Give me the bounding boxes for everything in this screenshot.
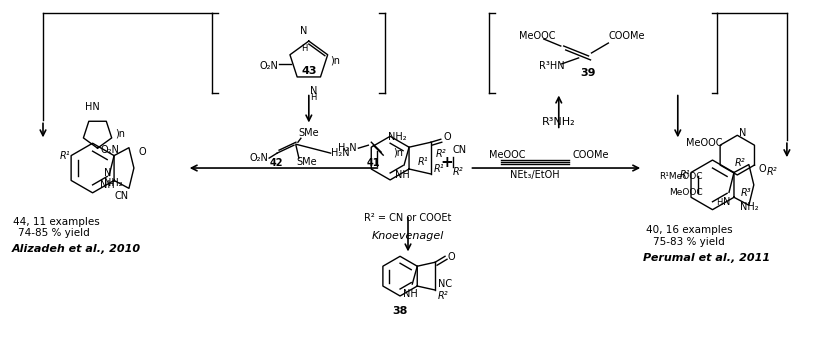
- Text: H: H: [716, 198, 722, 207]
- Text: O₂N: O₂N: [100, 145, 119, 155]
- Text: R²: R²: [766, 167, 777, 177]
- Text: O: O: [759, 164, 766, 174]
- Text: R¹: R¹: [434, 164, 444, 174]
- Text: SMe: SMe: [298, 128, 319, 138]
- Text: MeOOC: MeOOC: [669, 188, 703, 197]
- Text: R¹: R¹: [680, 170, 690, 180]
- Text: H₂N: H₂N: [337, 143, 356, 153]
- Text: SMe: SMe: [296, 157, 316, 167]
- Text: H: H: [301, 44, 307, 53]
- Text: )n: )n: [393, 147, 403, 157]
- Text: MeOOC: MeOOC: [686, 138, 722, 148]
- Text: H: H: [310, 93, 317, 102]
- Text: 40, 16 examples: 40, 16 examples: [646, 224, 733, 235]
- Text: R³NH₂: R³NH₂: [542, 117, 576, 128]
- Text: NH₂: NH₂: [740, 202, 759, 212]
- Text: N: N: [723, 197, 730, 207]
- Text: NEt₃/EtOH: NEt₃/EtOH: [510, 170, 560, 180]
- Text: CN: CN: [453, 145, 467, 155]
- Text: CN: CN: [114, 191, 128, 201]
- Text: Knoevenagel: Knoevenagel: [372, 232, 444, 241]
- Text: )n: )n: [115, 128, 125, 138]
- Text: N: N: [300, 26, 307, 36]
- Text: R²: R²: [438, 291, 449, 301]
- Text: O: O: [444, 132, 451, 142]
- Text: NC: NC: [438, 279, 452, 289]
- Text: N: N: [105, 168, 112, 178]
- Text: 44, 11 examples: 44, 11 examples: [13, 217, 100, 226]
- Text: )n: )n: [331, 56, 341, 66]
- Text: HN: HN: [85, 103, 100, 113]
- Text: R²: R²: [435, 149, 446, 159]
- Text: 38: 38: [392, 306, 408, 316]
- Text: R¹: R¹: [418, 157, 429, 167]
- Text: Perumal et al., 2011: Perumal et al., 2011: [643, 253, 770, 263]
- Text: NH₂: NH₂: [388, 132, 407, 142]
- Text: MeOOC: MeOOC: [489, 150, 526, 160]
- Text: O: O: [139, 147, 146, 157]
- Text: R¹MeOOC: R¹MeOOC: [659, 173, 703, 181]
- Text: +: +: [440, 154, 453, 169]
- Text: Alizadeh et al., 2010: Alizadeh et al., 2010: [11, 244, 141, 254]
- Text: NH: NH: [403, 289, 417, 299]
- Text: O₂N: O₂N: [249, 153, 268, 163]
- Text: NH: NH: [100, 180, 114, 190]
- Text: R² = CN or COOEt: R² = CN or COOEt: [364, 212, 452, 223]
- Text: COOMe: COOMe: [609, 31, 645, 41]
- Text: R²: R²: [734, 158, 745, 168]
- Text: 75-83 % yield: 75-83 % yield: [653, 237, 725, 248]
- Text: N: N: [739, 128, 746, 138]
- Text: O: O: [448, 252, 456, 262]
- Text: NH: NH: [395, 170, 409, 180]
- Text: R²: R²: [453, 167, 463, 177]
- Text: MeOOC: MeOOC: [519, 31, 556, 41]
- Text: 41: 41: [367, 158, 380, 168]
- Text: R³: R³: [740, 188, 751, 198]
- Text: COOMe: COOMe: [573, 150, 609, 160]
- Text: 42: 42: [270, 158, 283, 168]
- Text: N: N: [310, 86, 318, 96]
- Text: 43: 43: [301, 66, 316, 76]
- Text: H₂N: H₂N: [331, 148, 349, 158]
- Text: O₂N: O₂N: [259, 61, 278, 71]
- Text: 39: 39: [581, 68, 596, 78]
- Text: R³HN: R³HN: [539, 61, 565, 71]
- Text: NH₂: NH₂: [105, 178, 123, 188]
- Text: 74-85 % yield: 74-85 % yield: [18, 228, 90, 238]
- Text: R¹: R¹: [60, 151, 71, 161]
